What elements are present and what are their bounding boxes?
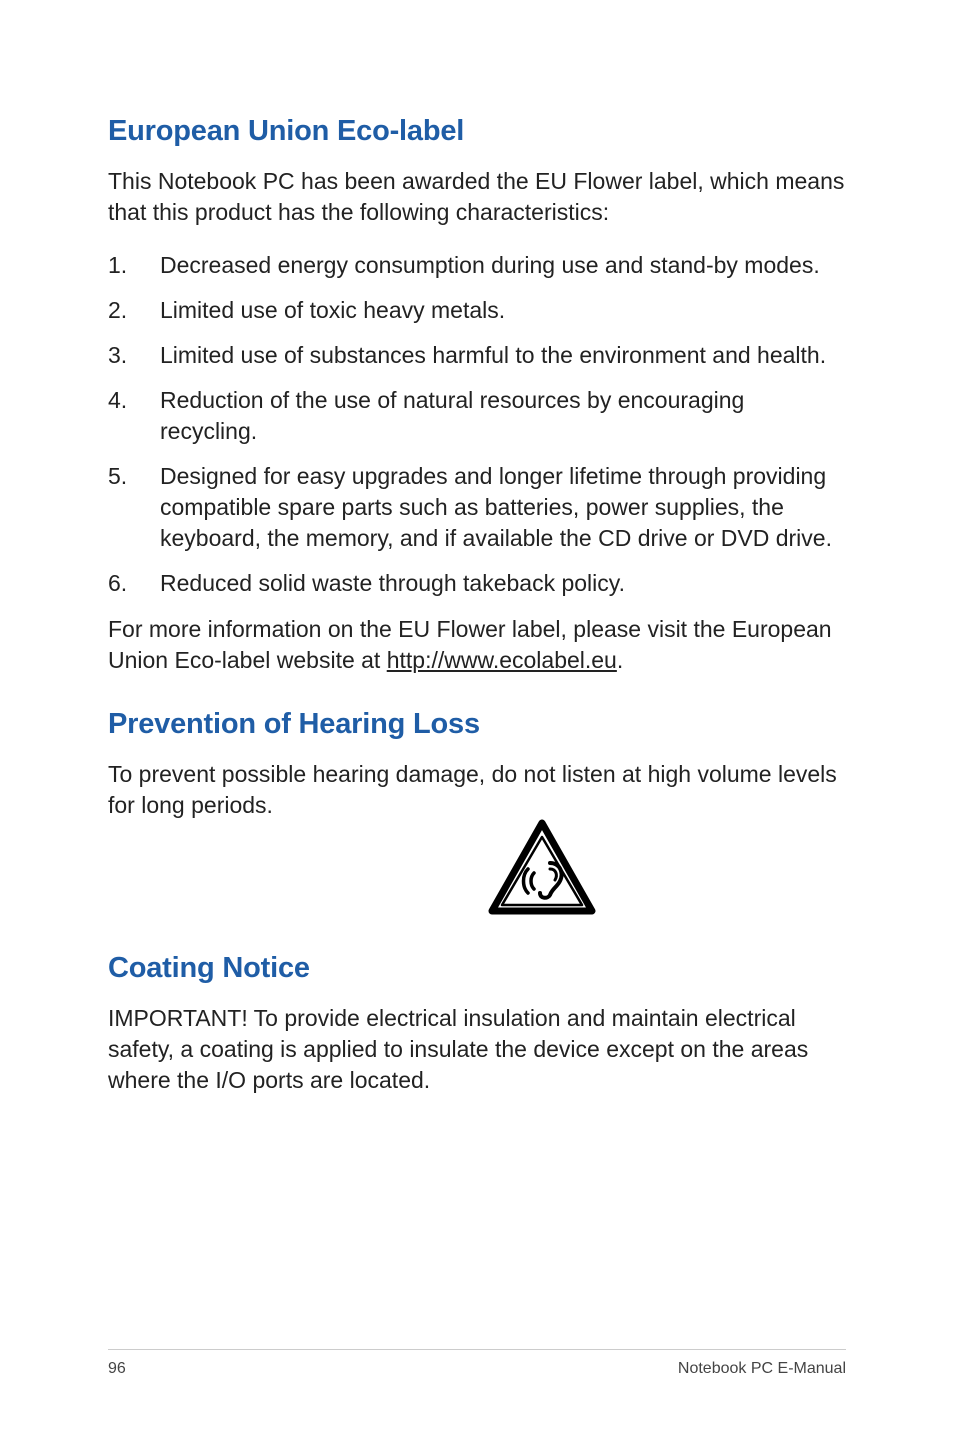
list-item-text: Limited use of toxic heavy metals. bbox=[160, 295, 846, 326]
list-item-text: Reduction of the use of natural resource… bbox=[160, 385, 846, 447]
hearing-loss-body: To prevent possible hearing damage, do n… bbox=[108, 759, 846, 821]
eco-label-list: 1. Decreased energy consumption during u… bbox=[108, 250, 846, 599]
list-item: 4. Reduction of the use of natural resou… bbox=[108, 385, 846, 447]
eco-label-footnote: For more information on the EU Flower la… bbox=[108, 614, 846, 676]
page-content: European Union Eco-label This Notebook P… bbox=[0, 0, 954, 1096]
list-item-number: 5. bbox=[108, 461, 160, 554]
list-item: 6. Reduced solid waste through takeback … bbox=[108, 568, 846, 599]
hearing-warning-icon-container bbox=[238, 817, 846, 922]
list-item: 1. Decreased energy consumption during u… bbox=[108, 250, 846, 281]
footnote-suffix: . bbox=[617, 647, 623, 673]
list-item-number: 3. bbox=[108, 340, 160, 371]
hearing-damage-warning-icon bbox=[486, 817, 598, 917]
footer-title: Notebook PC E-Manual bbox=[678, 1360, 846, 1378]
list-item-number: 4. bbox=[108, 385, 160, 447]
list-item: 5. Designed for easy upgrades and longer… bbox=[108, 461, 846, 554]
list-item-number: 6. bbox=[108, 568, 160, 599]
list-item: 3. Limited use of substances harmful to … bbox=[108, 340, 846, 371]
list-item-text: Reduced solid waste through takeback pol… bbox=[160, 568, 846, 599]
list-item-text: Decreased energy consumption during use … bbox=[160, 250, 846, 281]
page-footer: 96 Notebook PC E-Manual bbox=[108, 1349, 846, 1378]
eco-label-link[interactable]: http://www.ecolabel.eu bbox=[387, 647, 617, 673]
hearing-loss-heading: Prevention of Hearing Loss bbox=[108, 708, 846, 741]
list-item-text: Limited use of substances harmful to the… bbox=[160, 340, 846, 371]
page-number: 96 bbox=[108, 1360, 126, 1378]
coating-notice-heading: Coating Notice bbox=[108, 952, 846, 985]
list-item-text: Designed for easy upgrades and longer li… bbox=[160, 461, 846, 554]
list-item-number: 2. bbox=[108, 295, 160, 326]
coating-notice-body: IMPORTANT! To provide electrical insulat… bbox=[108, 1003, 846, 1096]
eco-label-heading: European Union Eco-label bbox=[108, 115, 846, 148]
list-item: 2. Limited use of toxic heavy metals. bbox=[108, 295, 846, 326]
list-item-number: 1. bbox=[108, 250, 160, 281]
eco-label-intro: This Notebook PC has been awarded the EU… bbox=[108, 166, 846, 228]
